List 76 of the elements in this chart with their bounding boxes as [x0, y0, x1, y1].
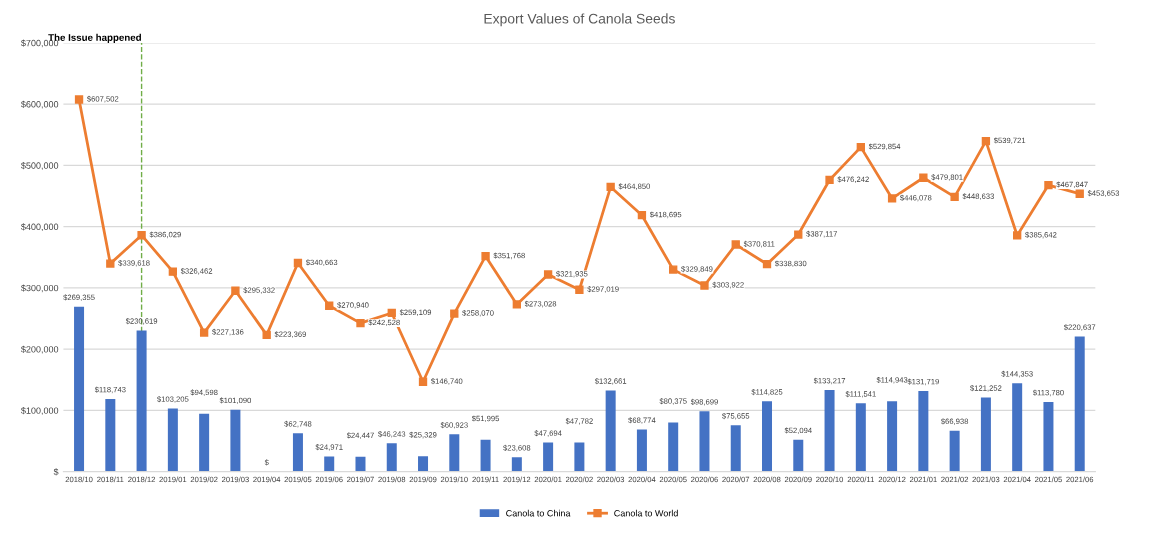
y-tick-label: $200,000	[21, 345, 59, 354]
y-tick-label: $700,000	[21, 39, 59, 48]
point	[575, 285, 584, 294]
bar	[949, 430, 960, 472]
point	[950, 192, 959, 202]
bar	[1012, 383, 1023, 472]
point	[919, 173, 928, 182]
y-tick-label: $600,000	[21, 100, 59, 109]
point	[325, 301, 334, 310]
bar	[668, 422, 679, 472]
bar	[699, 411, 710, 472]
bar	[418, 456, 429, 472]
legend-label: Canola to China	[506, 509, 571, 517]
point	[418, 377, 428, 386]
y-tick-label: $400,000	[21, 223, 59, 232]
point	[825, 175, 834, 185]
bar	[480, 439, 491, 472]
bar	[386, 443, 397, 472]
bar	[855, 403, 866, 472]
point	[450, 309, 459, 318]
point	[543, 270, 553, 279]
bar	[543, 442, 554, 472]
bar	[230, 409, 241, 472]
bar	[355, 456, 366, 472]
point	[637, 211, 647, 220]
bar	[511, 457, 522, 472]
bar	[980, 397, 991, 472]
point	[74, 95, 84, 104]
y-tick-label: $300,000	[21, 284, 59, 293]
bar	[74, 306, 85, 472]
point	[606, 182, 615, 192]
bar	[793, 439, 804, 472]
point	[262, 330, 271, 340]
bar	[136, 330, 147, 472]
point	[700, 281, 709, 290]
point	[731, 240, 740, 249]
point	[168, 267, 178, 276]
bar	[574, 442, 585, 472]
bar	[449, 434, 460, 472]
point	[794, 230, 803, 239]
bar	[105, 398, 116, 472]
point	[481, 252, 490, 261]
bar	[292, 433, 303, 472]
bar	[324, 456, 335, 472]
point	[1044, 180, 1053, 190]
point	[356, 318, 365, 328]
bar	[636, 429, 647, 472]
bar	[1043, 401, 1054, 472]
bar	[167, 408, 178, 472]
point	[199, 328, 209, 337]
point	[293, 258, 303, 268]
bar	[918, 390, 929, 472]
bar	[730, 425, 741, 472]
point	[1075, 189, 1084, 198]
point	[669, 265, 678, 274]
bar	[605, 390, 616, 472]
point	[887, 194, 897, 203]
point	[762, 259, 772, 269]
chart-title: Export Values of Canola Seeds	[484, 13, 675, 27]
y-tick-label: $100,000	[21, 407, 59, 415]
y-tick-label: $	[53, 468, 59, 476]
point	[231, 286, 240, 295]
bar	[1074, 336, 1085, 472]
point	[137, 231, 146, 240]
bar	[762, 401, 773, 472]
point	[1013, 231, 1022, 240]
bar	[887, 401, 898, 472]
point	[512, 300, 522, 309]
point	[981, 136, 991, 146]
bar	[824, 390, 835, 472]
point	[856, 142, 865, 152]
bar	[199, 413, 210, 472]
y-tick-label: $500,000	[21, 161, 59, 170]
point	[387, 308, 396, 318]
point	[106, 259, 115, 268]
legend-label: Canola to World	[614, 509, 678, 517]
